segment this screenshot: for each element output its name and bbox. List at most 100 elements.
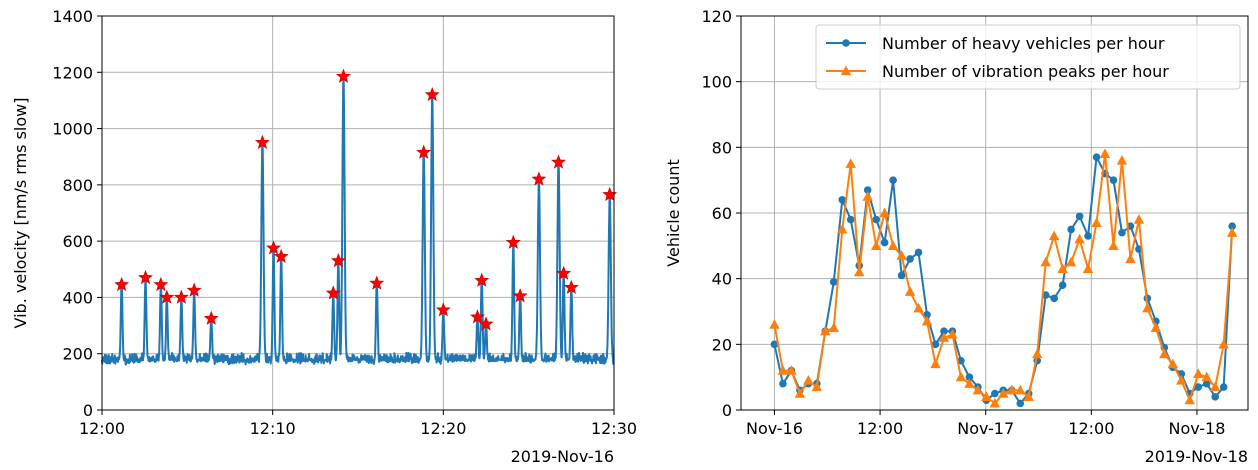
peak-star [551,154,566,169]
right-y-tick-label: 120 [701,7,732,26]
vibration-peaks-point [1133,214,1145,224]
heavy-vehicles-point [897,271,906,280]
peak-star [563,279,579,294]
vibration-peaks-point [803,374,814,385]
peak-star [556,265,572,280]
right-axis-ticks: Nov-16 12:00 Nov-17 12:00 Nov-18 0 20 40 60 80 100… [701,7,1225,438]
vibration-peaks-point [845,158,856,168]
vibration-peaks-point [1082,263,1094,273]
left-axis-ticks: 12:00 12:10 12:20 12:30 0 200 400 600 800 1000 120… [52,7,637,438]
left-peak-markers [114,68,618,331]
vibration-peaks-point [828,322,840,333]
vibration-peaks-point [1167,358,1179,369]
heavy-vehicles-point [1228,222,1236,230]
left-y-tick-label: 0 [83,401,93,420]
peak-star [474,272,490,287]
heavy-vehicles-point [1211,393,1220,401]
vibration-peaks-point [947,328,958,339]
vibration-peaks-point [896,250,907,260]
vibration-peaks-point [1040,256,1051,267]
heavy-vehicles-point [1075,212,1084,221]
right-y-tick-label: 80 [712,138,732,157]
vibration-peaks-point [998,388,1009,398]
vibration-peaks-point [1006,384,1018,395]
vibration-peaks-point [989,397,1001,408]
vibration-peaks-point [870,240,882,250]
heavy-vehicles-point [829,278,838,286]
right-y-tick-label: 40 [712,270,732,289]
vibration-peaks-point [1176,374,1187,385]
vibration-peaks-point [1057,263,1068,273]
peak-star [470,309,485,324]
peak-star [478,316,494,331]
vibration-peaks-point [1201,371,1212,382]
right-x-tick-label: Nov-18 [1168,419,1225,438]
vibration-peaks-point [786,365,797,375]
heavy-vehicles-point [914,248,923,257]
right-x-tick-label: 12:00 [857,419,903,438]
peak-star [325,285,341,300]
vibration-peaks-point [913,302,924,313]
vibration-peaks-point [921,315,933,326]
right-y-axis-label: Vehicle count [664,159,683,266]
vibration-peaks-point [1226,227,1238,237]
right-y-tick-label: 20 [712,335,732,354]
heavy-vehicles-point [906,255,914,263]
vibration-peaks-point [1015,384,1026,395]
right-x-tick-label: Nov-16 [746,419,803,438]
vibration-peaks-point [879,207,890,218]
vibration-velocity-chart: 12:00 12:10 12:20 12:30 0 200 400 600 800 1000 120… [11,7,637,466]
peak-star [273,248,289,263]
vibration-peaks-point [887,240,899,250]
left-x-tick-label: 12:00 [79,419,125,438]
right-x-offset-label: 2019-Nov-18 [1145,447,1248,466]
peak-star [435,302,451,317]
vibration-peaks-point [1048,230,1060,241]
left-velocity-series [101,73,615,366]
heavy-vehicles-point [931,340,940,349]
vibration-peaks-point [1159,348,1170,359]
heavy-vehicles-point [872,215,880,224]
vibration-peaks-point [1150,322,1162,333]
heavy-vehicles-point [991,389,999,398]
vibration-peaks-point [853,266,865,277]
heavy-vehicles-point [1118,228,1126,237]
vibration-peaks-point [904,286,916,296]
peak-star [159,289,175,304]
vibration-peaks-point [964,378,975,388]
legend-items: Number of heavy vehicles per hour Number … [826,34,1169,81]
left-y-tick-label: 400 [62,288,93,307]
peak-star [173,289,189,304]
heavy-vehicles-point [846,215,855,224]
legend-box [815,24,1241,90]
vibration-peaks-point [862,191,873,201]
vibration-peaks-point [1125,253,1136,264]
left-x-tick-label: 12:20 [420,419,466,438]
peak-star [512,288,528,303]
vibration-peaks-point [1108,240,1119,250]
right-x-tick-label: Nov-17 [957,419,1014,438]
peak-star [424,86,440,102]
peak-star [369,275,385,290]
left-y-tick-label: 1200 [52,63,93,82]
heavy-vehicles-point [863,186,872,194]
vibration-peaks-point [769,319,780,329]
vibration-peaks-point [794,388,806,398]
left-y-tick-label: 1400 [52,7,93,26]
vibration-peaks-point [938,332,950,342]
vibration-peaks-point [811,381,823,392]
peak-star [330,253,346,268]
left-plot-frame [101,15,615,411]
heavy-vehicles-point [1016,399,1025,408]
vibration-peaks-point [1091,217,1102,227]
heavy-vehicles-point [1050,294,1058,303]
peak-star [336,68,351,83]
peak-star [531,171,547,186]
right-y-tick-label: 60 [712,204,732,223]
peak-star [203,310,219,325]
heavy-vehicles-point [880,238,889,247]
peak-star [114,276,130,292]
heavy-vehicles-point [1058,281,1067,290]
vibration-peaks-point [955,371,967,382]
